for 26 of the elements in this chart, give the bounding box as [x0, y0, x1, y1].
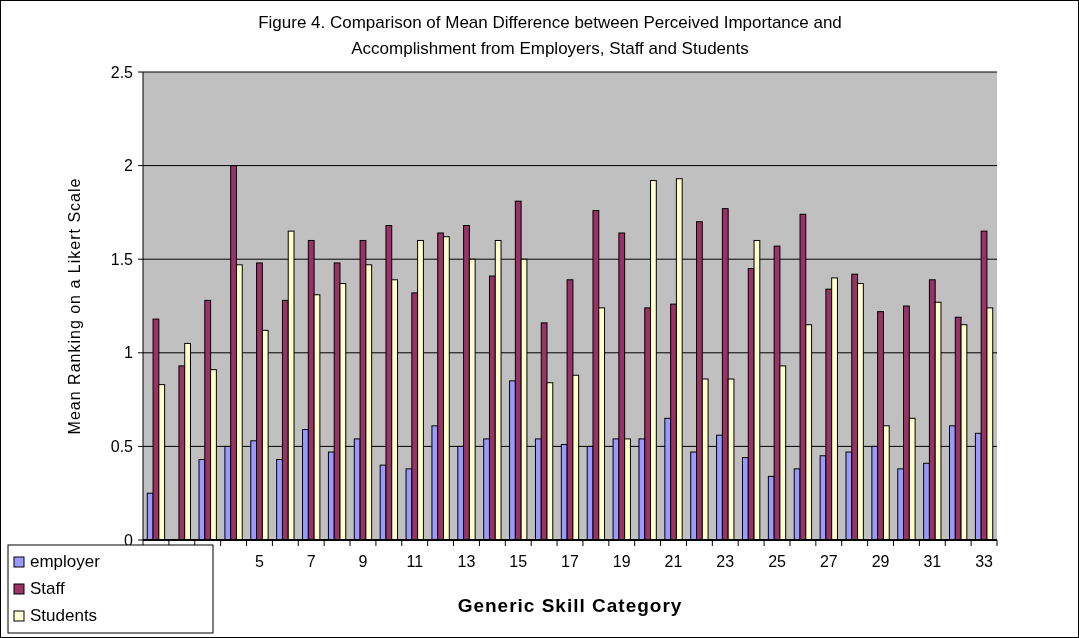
legend-label: Staff [30, 579, 65, 598]
x-tick-label: 33 [975, 553, 994, 570]
x-tick-label: 19 [612, 553, 631, 570]
y-axis-title: Mean Ranking on a Likert Scale [66, 177, 83, 435]
x-tick-label: 31 [923, 553, 942, 570]
x-tick-label: 29 [871, 553, 890, 570]
x-tick-label: 27 [819, 553, 838, 570]
chart-title: Figure 4. Comparison of Mean Difference between Perceived Importance and Accomplishment from Employers, Staff and Students [258, 13, 842, 58]
y-tick-label: 1.5 [110, 250, 134, 268]
x-tick-label: 25 [768, 553, 787, 570]
x-tick-label: 15 [509, 553, 528, 570]
legend-label: employer [30, 552, 101, 571]
y-tick-label: 1 [124, 344, 134, 362]
x-tick-label: 11 [406, 553, 424, 570]
x-tick-label: 17 [561, 553, 579, 570]
x-tick-label: 23 [716, 553, 735, 570]
x-tick-label: 5 [255, 553, 264, 570]
x-tick-label: 9 [358, 553, 368, 570]
y-tick-label: 0.5 [110, 438, 134, 455]
x-axis-title: Generic Skill Category [457, 595, 683, 616]
x-tick-label: 13 [457, 553, 476, 570]
y-tick-label: 2.5 [110, 63, 134, 81]
x-tick-label: 7 [306, 553, 316, 570]
y-tick-label: 2 [124, 157, 134, 175]
legend-label: Students [30, 606, 98, 625]
x-tick-label: 21 [664, 553, 683, 570]
